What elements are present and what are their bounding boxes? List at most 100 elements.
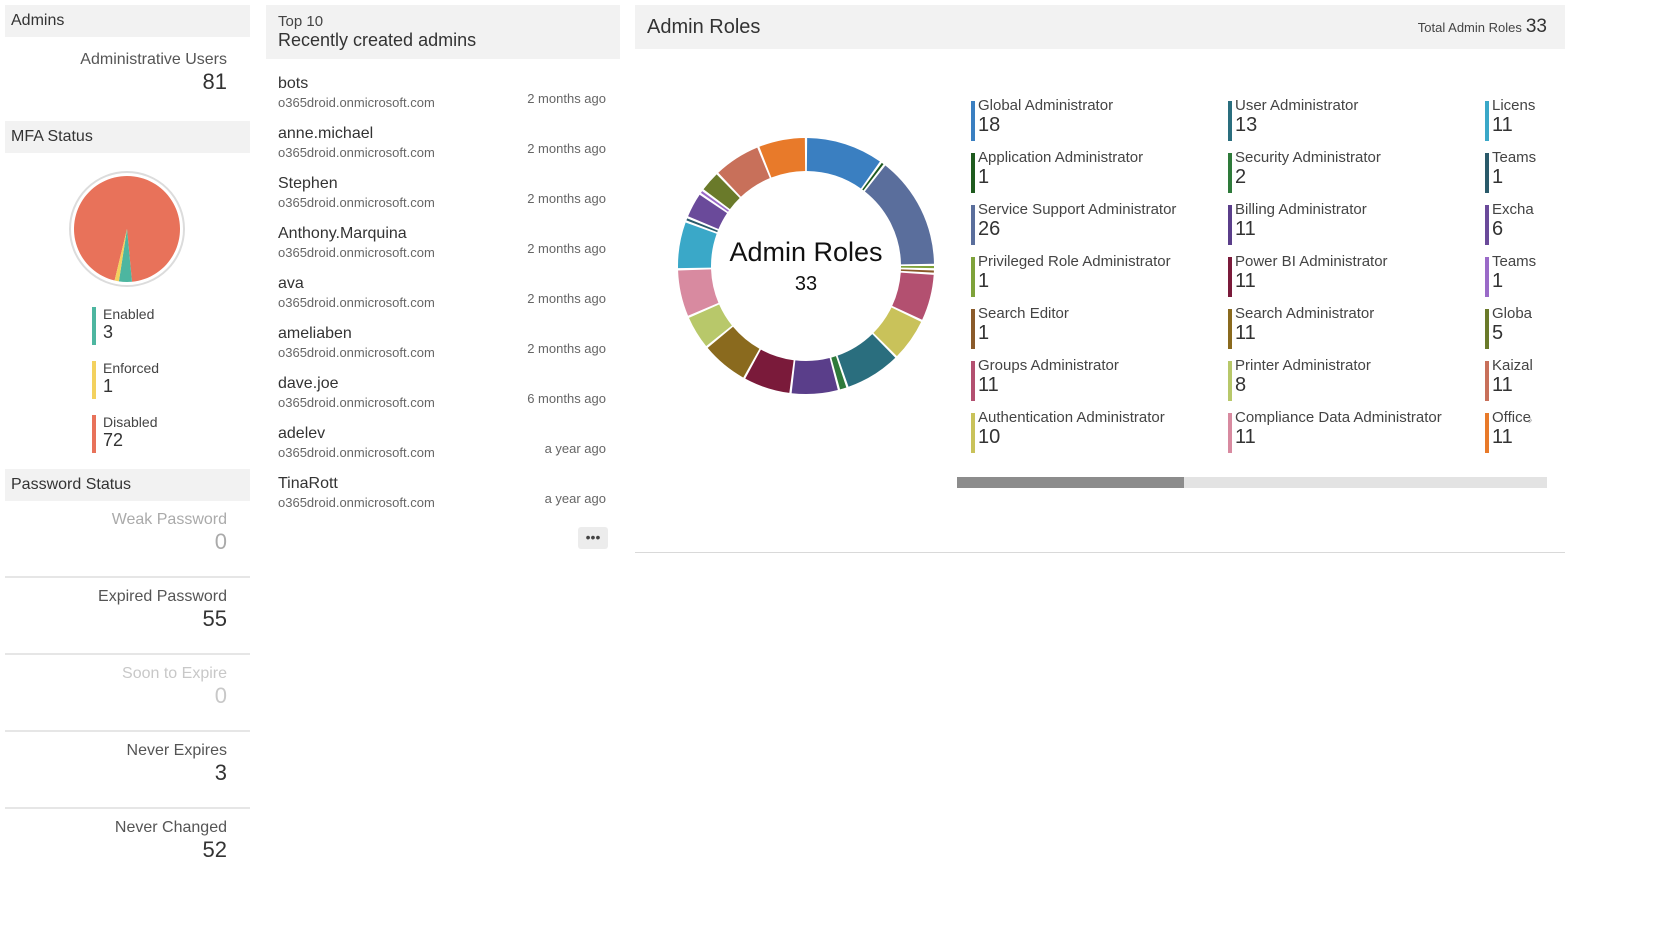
donut-segment[interactable]	[837, 334, 896, 387]
never-expires-stat[interactable]: Never Expires 3	[5, 732, 250, 809]
mfa-legend-value: 1	[103, 376, 114, 396]
list-item[interactable]: ava o365droid.onmicrosoft.com 2 months a…	[266, 275, 620, 325]
role-legend-item[interactable]: Printer Administrator 8	[1224, 357, 1474, 409]
admin-name[interactable]: Stephen	[278, 175, 338, 192]
mfa-pie-slice-enabled[interactable]	[118, 229, 132, 282]
admin-created-time: a year ago	[544, 441, 606, 456]
role-legend-item[interactable]: Service Support Administrator 26	[967, 201, 1217, 253]
donut-segment[interactable]	[900, 266, 934, 269]
admin-roles-legend[interactable]: Global Administrator 18 Application Admini…	[967, 97, 1547, 467]
role-legend-item[interactable]: Teams 1	[1481, 253, 1547, 305]
role-legend-item[interactable]: Search Editor 1	[967, 305, 1217, 357]
admin-name[interactable]: Anthony.Marquina	[278, 225, 407, 242]
role-legend-item[interactable]: Office 11	[1481, 409, 1547, 461]
role-legend-item[interactable]: Excha 6	[1481, 201, 1547, 253]
role-legend-item[interactable]: Teams 1	[1481, 149, 1547, 201]
role-count: 10	[978, 426, 1001, 448]
role-legend-item[interactable]: Kaizal 11	[1481, 357, 1547, 409]
donut-segment[interactable]	[703, 174, 740, 210]
role-legend-item[interactable]: Globa 5	[1481, 305, 1547, 357]
donut-segment[interactable]	[707, 326, 760, 378]
donut-segment[interactable]	[759, 138, 806, 178]
donut-segment[interactable]	[831, 356, 847, 390]
admin-domain: o365droid.onmicrosoft.com	[278, 295, 435, 310]
role-legend-item[interactable]: Search Administrator 11	[1224, 305, 1474, 357]
role-name: Security Administrator	[1235, 149, 1381, 166]
role-legend-item[interactable]: Licens 11	[1481, 97, 1547, 149]
list-item[interactable]: TinaRott o365droid.onmicrosoft.com a yea…	[266, 475, 620, 525]
mfa-legend-color-bar	[92, 361, 96, 399]
role-count: 18	[978, 114, 1001, 136]
role-legend-item[interactable]: Compliance Data Administrator 11	[1224, 409, 1474, 461]
weak-password-stat[interactable]: Weak Password 0	[5, 501, 250, 578]
admin-name[interactable]: dave.joe	[278, 375, 339, 392]
donut-segment[interactable]	[745, 349, 794, 393]
donut-segment[interactable]	[700, 191, 729, 212]
role-count: 11	[1492, 426, 1513, 448]
donut-segment[interactable]	[791, 358, 838, 394]
admin-name[interactable]: anne.michael	[278, 125, 374, 142]
donut-segment[interactable]	[864, 165, 934, 265]
list-item[interactable]: Stephen o365droid.onmicrosoft.com 2 mont…	[266, 175, 620, 225]
list-item[interactable]: bots o365droid.onmicrosoft.com 2 months …	[266, 75, 620, 125]
donut-segment[interactable]	[688, 194, 728, 230]
scroll-right-icon[interactable]: ›	[1528, 411, 1533, 427]
donut-segment[interactable]	[806, 138, 880, 189]
donut-segment[interactable]	[900, 269, 934, 273]
admin-created-time: 2 months ago	[527, 91, 606, 106]
role-color-bar	[1228, 101, 1232, 141]
mfa-legend-enabled[interactable]: Enabled 3	[5, 303, 250, 357]
donut-segment[interactable]	[688, 304, 732, 347]
role-legend-item[interactable]: Billing Administrator 11	[1224, 201, 1474, 253]
never-changed-value: 52	[202, 837, 227, 862]
list-item[interactable]: adelev o365droid.onmicrosoft.com a year …	[266, 425, 620, 475]
mfa-legend-label: Disabled	[103, 414, 158, 430]
role-count: 8	[1235, 374, 1247, 396]
role-legend-item[interactable]: Power BI Administrator 11	[1224, 253, 1474, 305]
donut-segment[interactable]	[686, 218, 718, 233]
list-item[interactable]: dave.joe o365droid.onmicrosoft.com 6 mon…	[266, 375, 620, 425]
mfa-legend-enforced[interactable]: Enforced 1	[5, 357, 250, 411]
legend-scrollbar-thumb[interactable]	[957, 477, 1184, 488]
admin-name[interactable]: ameliaben	[278, 325, 352, 342]
role-legend-item[interactable]: Privileged Role Administrator 1	[967, 253, 1217, 305]
role-legend-item[interactable]: Groups Administrator 11	[967, 357, 1217, 409]
role-legend-item[interactable]: Global Administrator 18	[967, 97, 1217, 149]
role-name: Privileged Role Administrator	[978, 253, 1171, 270]
mfa-status-header: MFA Status	[5, 121, 250, 153]
administrative-users-stat[interactable]: Administrative Users 81	[5, 37, 250, 121]
role-legend-item[interactable]: User Administrator 13	[1224, 97, 1474, 149]
role-legend-item[interactable]: Security Administrator 2	[1224, 149, 1474, 201]
mfa-pie-chart[interactable]	[69, 171, 185, 287]
donut-segment[interactable]	[892, 272, 934, 320]
more-button[interactable]: •••	[578, 527, 608, 549]
list-item[interactable]: Anthony.Marquina o365droid.onmicrosoft.c…	[266, 225, 620, 275]
role-legend-item[interactable]: Authentication Administrator 10	[967, 409, 1217, 461]
list-item[interactable]: anne.michael o365droid.onmicrosoft.com 2…	[266, 125, 620, 175]
donut-segment[interactable]	[678, 222, 717, 269]
mfa-pie-slice-enforced[interactable]	[114, 229, 127, 282]
admin-roles-donut-chart[interactable]	[675, 135, 937, 397]
admin-name[interactable]: adelev	[278, 425, 326, 442]
role-color-bar	[1228, 153, 1232, 193]
never-changed-stat[interactable]: Never Changed 52	[5, 809, 250, 886]
mfa-legend-disabled[interactable]: Disabled 72	[5, 411, 250, 465]
admin-name[interactable]: TinaRott	[278, 475, 338, 492]
role-name: Kaizal	[1492, 357, 1533, 374]
admin-name[interactable]: bots	[278, 75, 309, 92]
donut-segment[interactable]	[862, 162, 884, 191]
donut-segment[interactable]	[678, 269, 719, 316]
role-legend-item[interactable]: Application Administrator 1	[967, 149, 1217, 201]
role-color-bar	[1485, 101, 1489, 141]
expired-password-stat[interactable]: Expired Password 55	[5, 578, 250, 655]
mfa-pie-slice-disabled[interactable]	[74, 176, 181, 282]
donut-segment[interactable]	[873, 307, 922, 357]
role-name: Teams	[1492, 253, 1537, 270]
list-item[interactable]: ameliaben o365droid.onmicrosoft.com 2 mo…	[266, 325, 620, 375]
role-count: 1	[978, 270, 990, 292]
donut-segment[interactable]	[718, 147, 770, 197]
legend-scrollbar[interactable]	[957, 477, 1547, 488]
soon-to-expire-stat[interactable]: Soon to Expire 0	[5, 655, 250, 732]
admin-created-time: 2 months ago	[527, 341, 606, 356]
admin-name[interactable]: ava	[278, 275, 304, 292]
